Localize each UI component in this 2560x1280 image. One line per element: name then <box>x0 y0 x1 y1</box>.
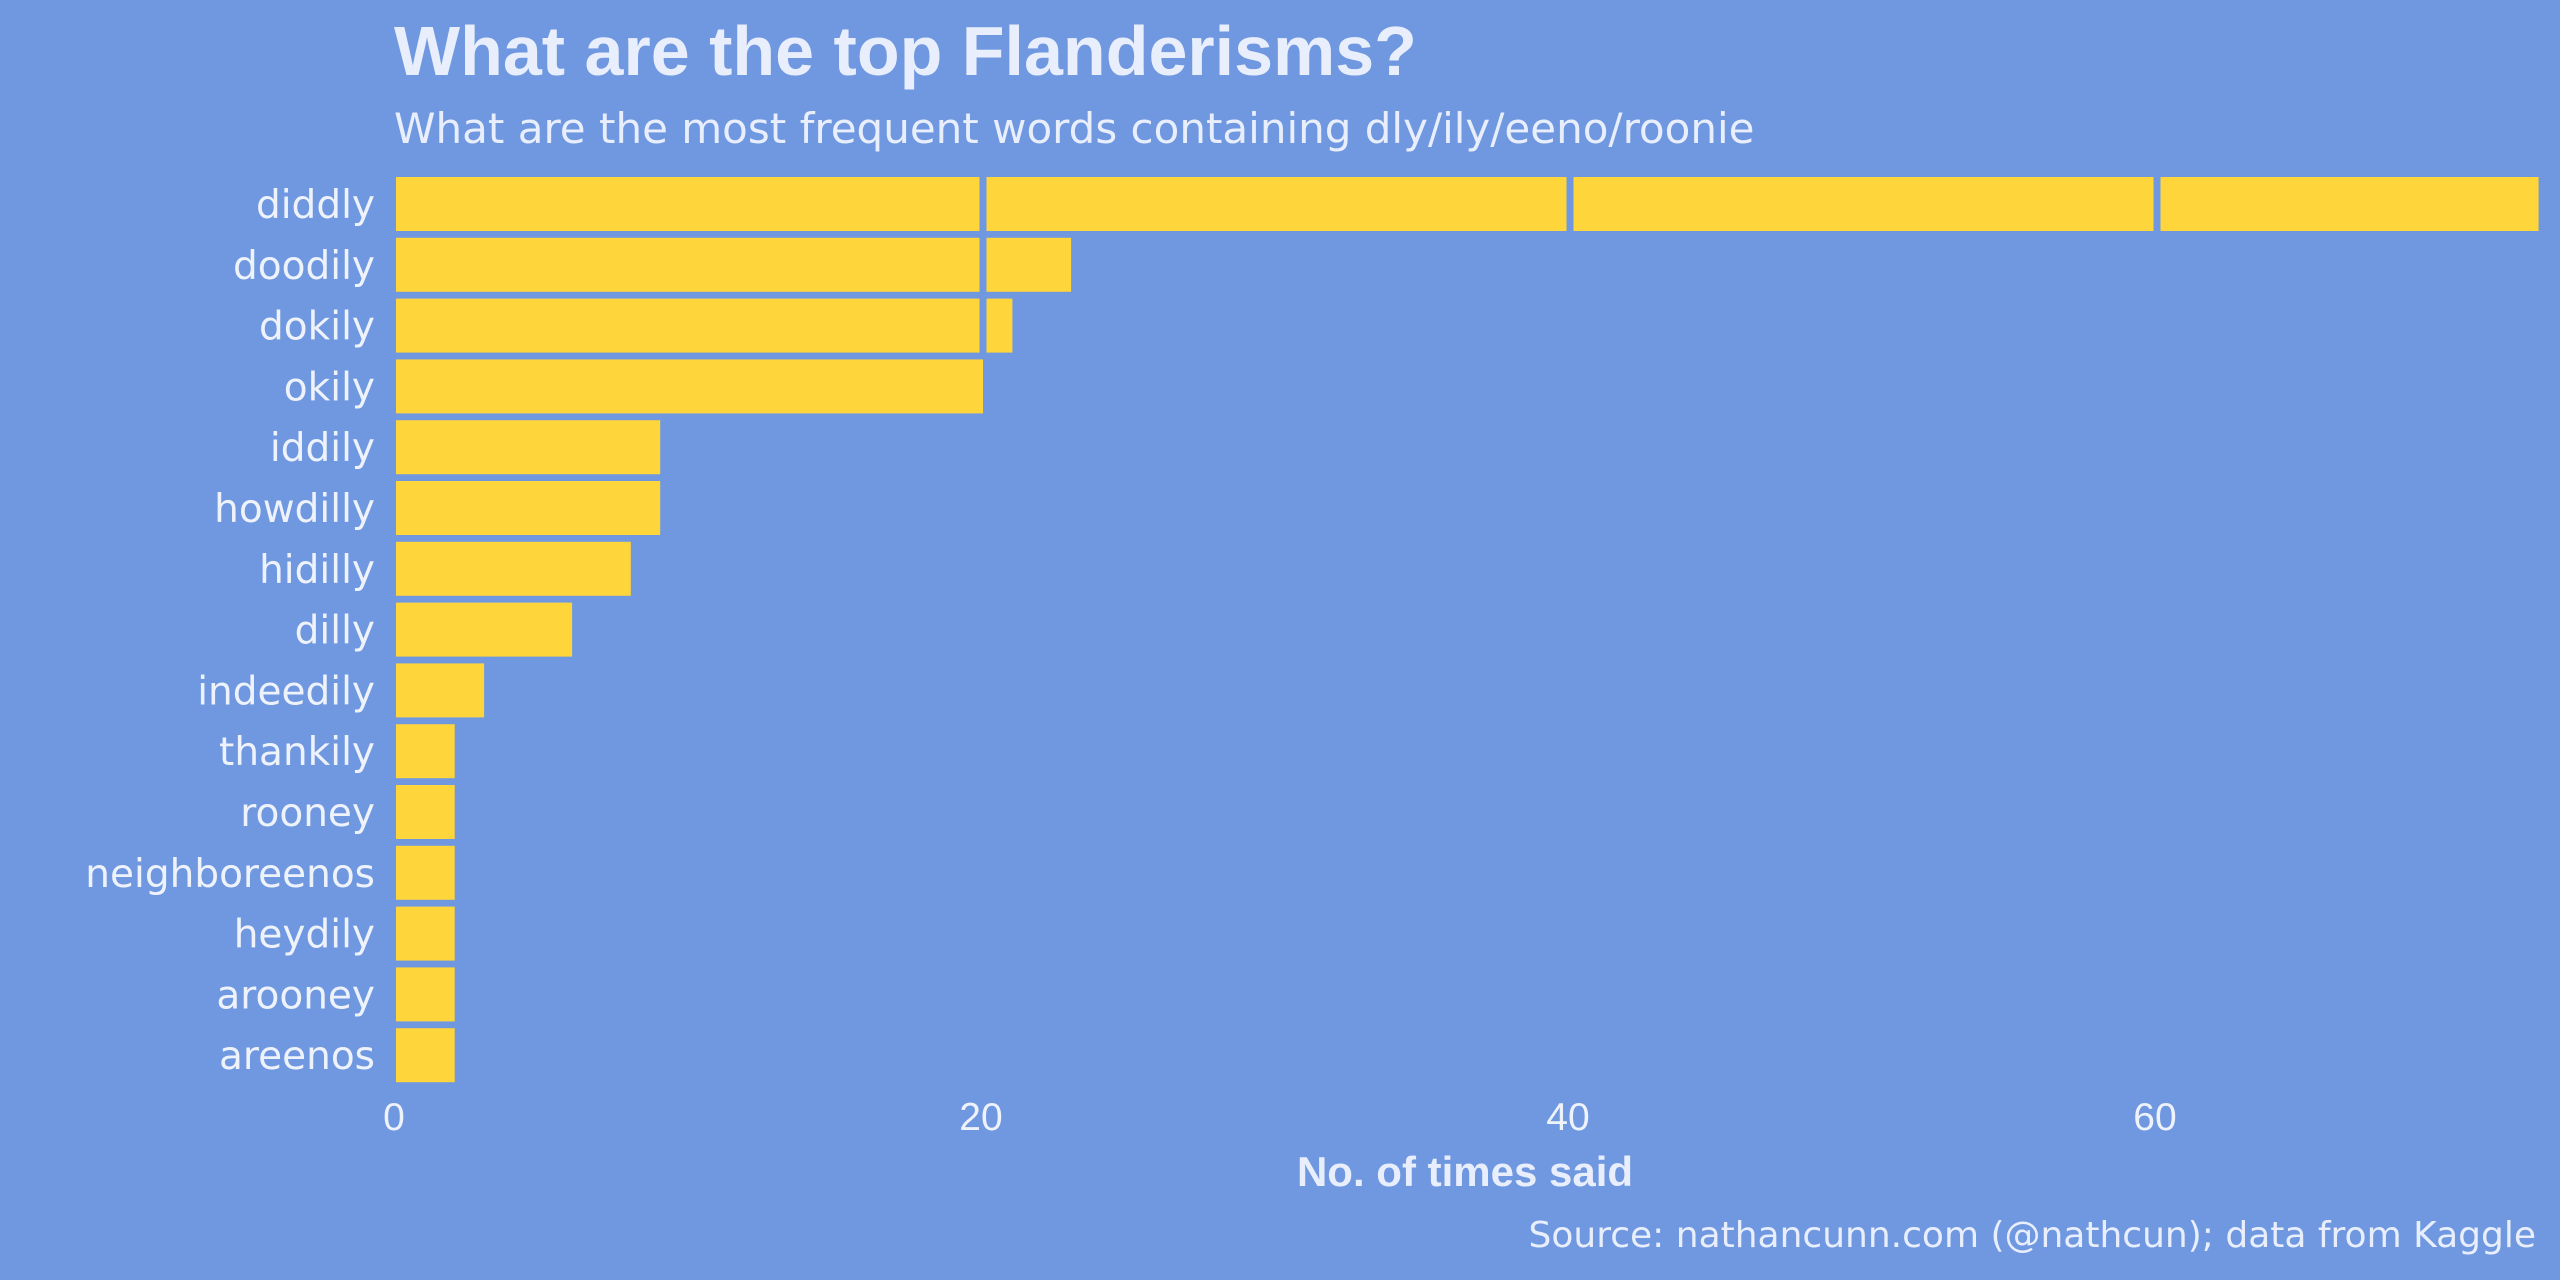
category-labels: diddly doodily dokily okily iddily howdilly hi… <box>85 183 375 1079</box>
bar-diddly-segment-3 <box>1573 177 2154 231</box>
source-caption: Source: nathancunn.com (@nathcun); data … <box>1529 1215 2536 1256</box>
bar-thankily <box>396 724 455 779</box>
bar-dilly <box>396 602 573 657</box>
bar-dokily-segment-2 <box>986 298 1013 353</box>
x-tick-20: 20 <box>959 1096 1002 1139</box>
bar-diddly <box>396 177 980 231</box>
bar-doodily <box>396 237 980 292</box>
bar-howdilly <box>396 481 661 535</box>
category-label-neighboreenos: neighboreenos <box>85 852 375 897</box>
category-label-howdilly: howdilly <box>214 487 375 532</box>
category-label-indeedily: indeedily <box>197 669 375 714</box>
bar-indeedily <box>396 663 485 718</box>
bar-diddly-segment-4 <box>2160 177 2539 231</box>
bar-diddly-segment-2 <box>986 177 1567 231</box>
x-tick-labels: 0 20 40 60 <box>383 1096 2177 1139</box>
x-tick-0: 0 <box>383 1096 405 1139</box>
chart-subtitle: What are the most frequent words contain… <box>394 104 1754 153</box>
x-tick-60: 60 <box>2133 1096 2176 1139</box>
bar-hidilly <box>396 541 631 596</box>
bar-doodily-segment-2 <box>986 237 1072 292</box>
category-label-hidilly: hidilly <box>259 548 375 593</box>
category-label-doodily: doodily <box>233 244 375 289</box>
x-axis-label: No. of times said <box>1297 1148 1633 1195</box>
category-label-areenos: areenos <box>219 1034 375 1079</box>
chart-title: What are the top Flanderisms? <box>394 12 1417 90</box>
category-label-diddly: diddly <box>256 183 375 228</box>
category-label-dokily: dokily <box>259 305 375 350</box>
category-label-rooney: rooney <box>240 791 375 836</box>
category-label-dilly: dilly <box>295 609 375 654</box>
bar-iddily <box>396 420 661 475</box>
category-label-arooney: arooney <box>216 973 375 1018</box>
bar-areenos <box>396 1028 455 1083</box>
x-tick-40: 40 <box>1546 1096 1589 1139</box>
bar-okily <box>396 359 983 414</box>
bar-dokily <box>396 298 980 353</box>
bar-heydily <box>396 906 455 961</box>
bars-group <box>396 177 2539 1083</box>
bar-arooney <box>396 967 455 1022</box>
bar-rooney <box>396 785 455 839</box>
bar-neighboreenos <box>396 845 455 900</box>
category-label-thankily: thankily <box>219 730 375 775</box>
category-label-heydily: heydily <box>234 913 375 958</box>
category-label-okily: okily <box>284 365 375 410</box>
category-label-iddily: iddily <box>270 426 375 471</box>
